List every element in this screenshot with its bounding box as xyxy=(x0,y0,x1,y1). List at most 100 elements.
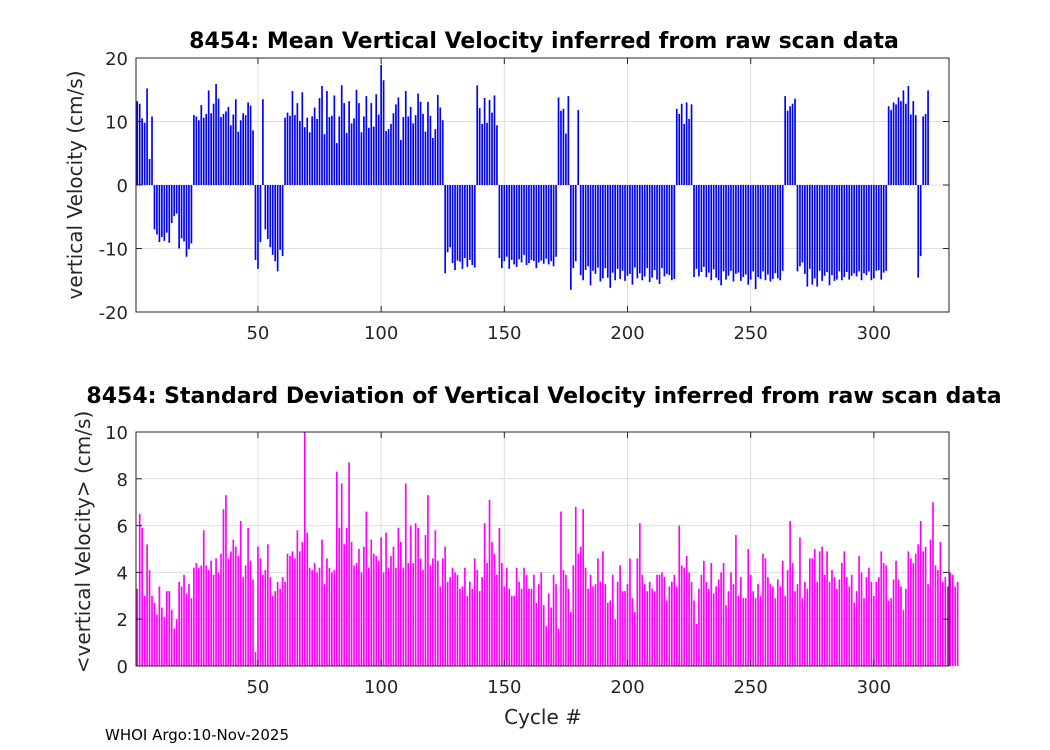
mean-velocity-bar xyxy=(466,185,469,267)
mean-velocity-bar xyxy=(900,101,902,185)
std-velocity-bar xyxy=(759,595,762,666)
mean-velocity-bar xyxy=(843,185,846,278)
std-velocity-bar xyxy=(651,588,653,666)
mean-velocity-bar xyxy=(715,185,718,278)
std-velocity-bar xyxy=(348,462,350,666)
mean-velocity-bar xyxy=(355,89,358,185)
std-velocity-bar xyxy=(749,574,752,666)
mean-velocity-bar xyxy=(493,95,496,185)
mean-velocity-bar xyxy=(473,185,476,268)
mean-velocity-bar xyxy=(860,185,863,281)
mean-velocity-bar xyxy=(188,185,190,250)
std-velocity-bar xyxy=(695,623,698,666)
std-velocity-bar xyxy=(663,577,666,666)
mean-velocity-bar xyxy=(520,185,523,263)
std-velocity-bar xyxy=(764,558,767,666)
std-velocity-bar xyxy=(306,532,309,666)
mean-velocity-bar xyxy=(434,129,437,185)
std-velocity-bar xyxy=(722,563,725,666)
std-velocity-bar xyxy=(634,612,636,666)
std-velocity-bar xyxy=(739,577,742,666)
std-velocity-bar xyxy=(855,591,858,666)
std-velocity-bar xyxy=(813,549,816,666)
std-velocity-bar xyxy=(419,558,422,666)
std-velocity-bar xyxy=(927,584,929,666)
mean-velocity-bar xyxy=(513,185,516,265)
mean-velocity-bar xyxy=(690,104,693,185)
mean-velocity-bar xyxy=(254,185,257,260)
mean-velocity-bar xyxy=(540,185,543,261)
mean-velocity-bar xyxy=(710,185,713,281)
std-velocity-bar xyxy=(190,598,193,666)
std-velocity-bar xyxy=(409,525,412,666)
mean-velocity-bar xyxy=(436,94,439,185)
std-velocity-bar xyxy=(161,607,163,666)
mean-velocity-bar xyxy=(274,185,277,262)
std-velocity-bar xyxy=(417,527,419,666)
std-velocity-y-axis-label: <vertical Velocity> (cm/s) xyxy=(71,411,95,674)
std-velocity-bar xyxy=(772,586,774,666)
std-velocity-bar xyxy=(942,581,944,666)
std-velocity-bar xyxy=(907,551,910,666)
std-velocity-bar xyxy=(276,581,279,666)
mean-velocity-bar xyxy=(328,117,331,185)
std-velocity-bar xyxy=(671,581,673,666)
mean-velocity-bar xyxy=(845,185,848,272)
std-velocity-bar xyxy=(427,495,429,666)
mean-velocity-bar xyxy=(675,108,678,185)
std-velocity-bar xyxy=(565,574,567,666)
mean-velocity-bar xyxy=(924,113,927,185)
mean-velocity-bar xyxy=(909,114,912,185)
std-velocity-bar xyxy=(956,581,959,666)
mean-velocity-bars xyxy=(136,64,929,290)
std-velocity-bar xyxy=(678,525,681,666)
mean-velocity-bar xyxy=(163,185,166,241)
std-velocity-bar xyxy=(653,591,656,666)
std-velocity-bar xyxy=(156,614,158,666)
std-velocity-bar xyxy=(340,483,343,666)
std-velocity-bar xyxy=(395,567,397,666)
mean-velocity-bar xyxy=(833,185,836,281)
std-velocity-bar xyxy=(242,577,245,666)
mean-velocity-bar xyxy=(636,185,639,279)
std-velocity-bar xyxy=(550,607,552,666)
mean-velocity-bar xyxy=(725,185,727,280)
mean-velocity-bar xyxy=(638,185,641,274)
mean-velocity-bar xyxy=(592,185,594,271)
std-velocity-bar xyxy=(569,612,572,666)
std-velocity-bar xyxy=(220,553,222,666)
std-velocity-bar xyxy=(262,574,264,666)
mean-velocity-bar xyxy=(818,185,821,271)
std-velocity-x-tick-label: 200 xyxy=(610,677,644,698)
mean-velocity-bar xyxy=(217,98,220,185)
mean-velocity-bar xyxy=(678,113,681,185)
std-velocity-bar xyxy=(929,539,932,666)
mean-velocity-bar xyxy=(737,185,740,273)
std-velocity-bar xyxy=(643,584,646,666)
mean-velocity-bar xyxy=(326,91,328,185)
mean-velocity-bar xyxy=(528,185,530,264)
mean-velocity-bar xyxy=(666,185,668,274)
std-velocity-bar xyxy=(804,581,806,666)
mean-velocity-bar xyxy=(525,185,528,266)
std-velocity-bar xyxy=(767,577,769,666)
std-velocity-bar xyxy=(594,584,597,666)
mean-velocity-bar xyxy=(759,185,762,279)
mean-velocity-bar xyxy=(471,185,474,266)
std-velocity-bar xyxy=(826,551,828,666)
mean-velocity-bar xyxy=(360,132,363,185)
std-velocity-bar xyxy=(626,584,629,666)
std-velocity-bar xyxy=(784,595,787,666)
std-velocity-bar xyxy=(212,574,215,666)
std-velocity-bar xyxy=(249,560,252,666)
mean-velocity-bar xyxy=(432,138,434,185)
std-velocity-bar xyxy=(518,581,520,666)
std-velocity-bar xyxy=(436,560,439,666)
std-velocity-bar xyxy=(535,602,538,666)
mean-velocity-bar xyxy=(806,185,809,287)
mean-velocity-bar xyxy=(602,185,604,279)
mean-velocity-bar xyxy=(572,185,575,269)
mean-velocity-bar xyxy=(143,122,146,185)
mean-velocity-bar xyxy=(577,110,580,185)
std-velocity-bar xyxy=(895,560,897,666)
